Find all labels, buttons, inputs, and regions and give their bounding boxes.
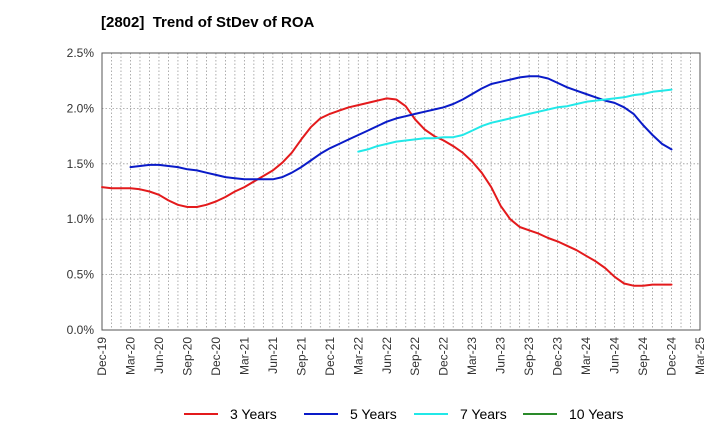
x-tick-label: Dec-23 xyxy=(551,337,565,376)
legend-label: 10 Years xyxy=(569,406,624,422)
x-tick-label: Dec-20 xyxy=(209,337,223,376)
x-tick-label: Sep-24 xyxy=(636,337,650,376)
y-tick-label: 1.0% xyxy=(67,212,95,226)
legend: 3 Years 5 Years 7 Years 10 Years xyxy=(0,402,720,426)
y-tick-label: 0.5% xyxy=(67,268,95,282)
x-tick-label: Mar-23 xyxy=(465,337,479,375)
legend-item: 10 Years xyxy=(523,402,624,426)
series-line-5-years xyxy=(129,75,673,181)
x-tick-label: Sep-22 xyxy=(408,337,422,376)
legend-swatch xyxy=(184,413,218,415)
legend-swatch xyxy=(523,413,557,415)
x-tick-label: Dec-24 xyxy=(665,337,679,376)
x-tick-label: Mar-24 xyxy=(579,337,593,375)
series-line-3-years xyxy=(101,97,673,287)
legend-label: 7 Years xyxy=(460,406,507,422)
legend-item: 7 Years xyxy=(414,402,507,426)
x-tick-label: Jun-21 xyxy=(266,337,280,374)
y-tick-label: 0.0% xyxy=(67,323,95,337)
x-tick-label: Dec-21 xyxy=(323,337,337,376)
plot-border xyxy=(101,52,701,331)
x-tick-label: Mar-25 xyxy=(693,337,707,375)
x-tick-label: Mar-22 xyxy=(351,337,365,375)
x-tick-label: Dec-19 xyxy=(95,337,109,376)
x-tick-label: Sep-21 xyxy=(294,337,308,376)
x-tick-label: Mar-21 xyxy=(237,337,251,375)
y-tick-label: 1.5% xyxy=(67,157,95,171)
x-tick-label: Sep-20 xyxy=(180,337,194,376)
legend-label: 3 Years xyxy=(230,406,277,422)
legend-item: 3 Years xyxy=(184,402,277,426)
legend-label: 5 Years xyxy=(350,406,397,422)
series xyxy=(101,75,673,287)
chart-title: [2802] Trend of StDev of ROA xyxy=(101,14,315,31)
y-tick-label: 2.0% xyxy=(67,101,95,115)
x-tick-label: Jun-20 xyxy=(152,337,166,374)
legend-swatch xyxy=(414,413,448,415)
legend-item: 5 Years xyxy=(304,402,397,426)
x-tick-label: Jun-24 xyxy=(608,337,622,374)
axes: 0.0% 0.5% 1.0% 1.5% 2.0% 2.5% Dec-19 Mar-20 Jun-… xyxy=(67,46,707,376)
series-line-7-years xyxy=(357,88,673,153)
x-tick-label: Dec-22 xyxy=(437,337,451,376)
x-tick-label: Mar-20 xyxy=(123,337,137,375)
x-tick-label: Jun-22 xyxy=(380,337,394,374)
x-tick-label: Jun-23 xyxy=(494,337,508,374)
y-tick-label: 2.5% xyxy=(67,46,95,60)
x-tick-label: Sep-23 xyxy=(522,337,536,376)
grid xyxy=(102,53,700,330)
legend-swatch xyxy=(304,413,338,415)
